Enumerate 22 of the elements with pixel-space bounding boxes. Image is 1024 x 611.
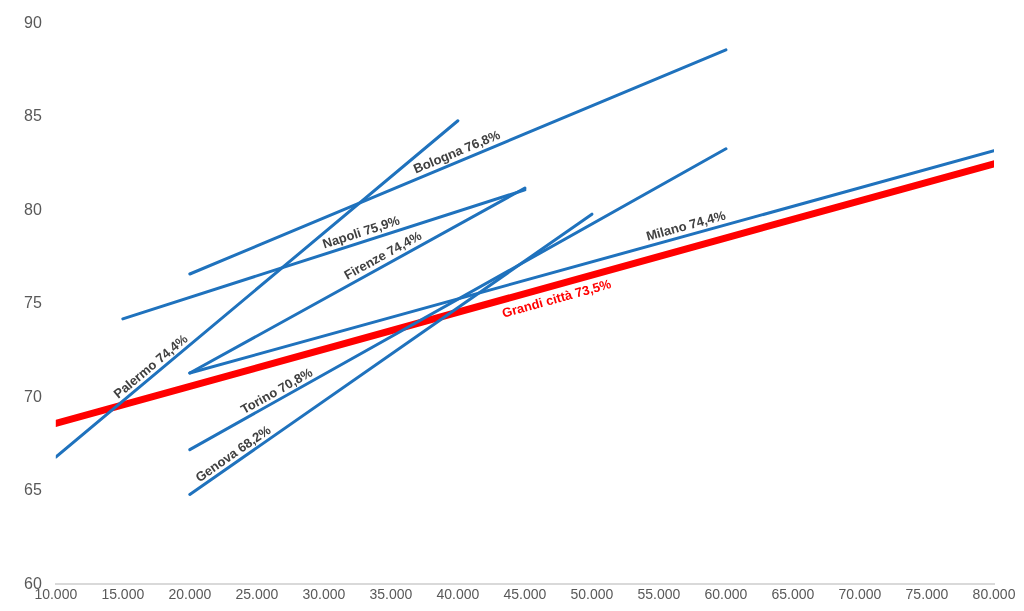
x-tick-label: 35.000: [369, 586, 413, 603]
x-tick-label: 30.000: [302, 586, 346, 603]
x-tick-label: 60.000: [704, 586, 748, 603]
x-tick-label: 65.000: [771, 586, 815, 603]
x-tick-label: 20.000: [168, 586, 212, 603]
y-tick-label: 85: [24, 107, 42, 125]
x-tick-label: 55.000: [637, 586, 681, 603]
x-tick-label: 40.000: [436, 586, 480, 603]
y-tick-label: 80: [24, 200, 42, 218]
text: Milano 74,4%: [644, 207, 728, 244]
y-tick-label: 70: [24, 387, 42, 405]
x-tick-label: 25.000: [235, 586, 279, 603]
y-tick-label: 75: [24, 294, 42, 312]
x-tick-label: 75.000: [905, 586, 949, 603]
y-tick-label: 65: [24, 481, 42, 499]
x-tick-label: 50.000: [570, 586, 614, 603]
x-tick-label: 70.000: [838, 586, 882, 603]
x-tick-label: 45.000: [503, 586, 547, 603]
text: Grandi città 73,5%: [500, 276, 614, 321]
x-tick-label: 15.000: [101, 586, 145, 603]
y-tick-label: 90: [24, 14, 42, 32]
x-tick-label: 80.000: [972, 586, 1016, 603]
